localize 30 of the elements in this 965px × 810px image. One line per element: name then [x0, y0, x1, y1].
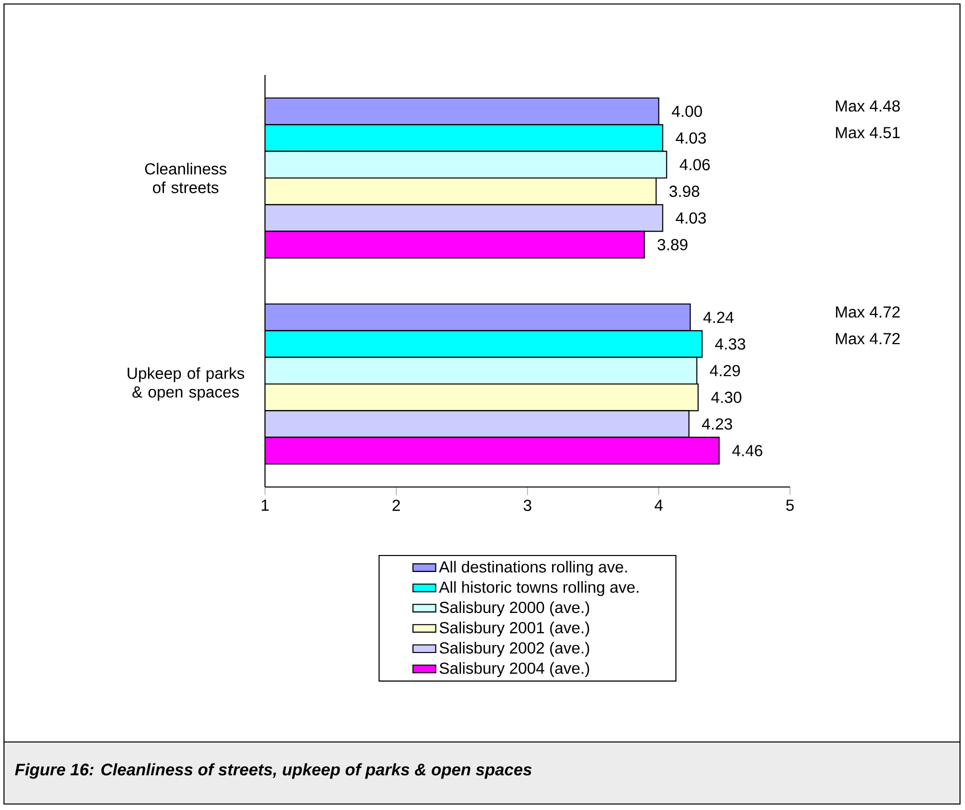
y-tick-label: Upkeep of parks & open spaces — [128, 367, 244, 401]
data-label: 4.03 — [676, 132, 706, 144]
x-tick-label: 5 — [786, 500, 794, 511]
data-label: 4.30 — [711, 392, 742, 403]
data-label: 4.23 — [702, 418, 732, 430]
legend-label: Salisbury 2000 (ave.) — [440, 601, 590, 616]
data-label: 4.46 — [732, 445, 762, 456]
legend-label: Salisbury 2002 (ave.) — [440, 642, 590, 657]
data-label: 3.89 — [658, 239, 688, 250]
legend-label: Salisbury 2001 (ave.) — [440, 622, 590, 637]
text: Max 4.48 — [836, 100, 900, 112]
data-label: 3.98 — [669, 186, 700, 197]
x-tick-label: 3 — [524, 500, 532, 512]
legend-label: All destinations rolling ave. — [438, 560, 627, 576]
text: Max 4.72 — [836, 333, 900, 344]
data-label: 4.03 — [676, 212, 706, 224]
y-tick-label: Cleanliness of streets — [145, 162, 226, 194]
legend-label: Salisbury 2004 (ave.) — [440, 662, 590, 678]
data-label: 4.06 — [680, 159, 710, 170]
legend-label: All historic towns rolling ave. — [438, 581, 638, 596]
data-label: 4.24 — [703, 312, 734, 323]
x-tick-label: 1 — [262, 500, 269, 511]
data-label: 4.29 — [710, 365, 740, 376]
data-label: 4.00 — [672, 106, 702, 117]
text: Max 4.72 — [836, 306, 900, 318]
text: Max 4.51 — [836, 127, 900, 138]
x-tick-label: 4 — [654, 500, 663, 511]
x-tick-label: 2 — [392, 500, 400, 511]
data-label: 4.33 — [715, 338, 746, 350]
text: Figure 16: Cleanliness of streets, upkeep of parks & open spaces — [15, 763, 532, 779]
